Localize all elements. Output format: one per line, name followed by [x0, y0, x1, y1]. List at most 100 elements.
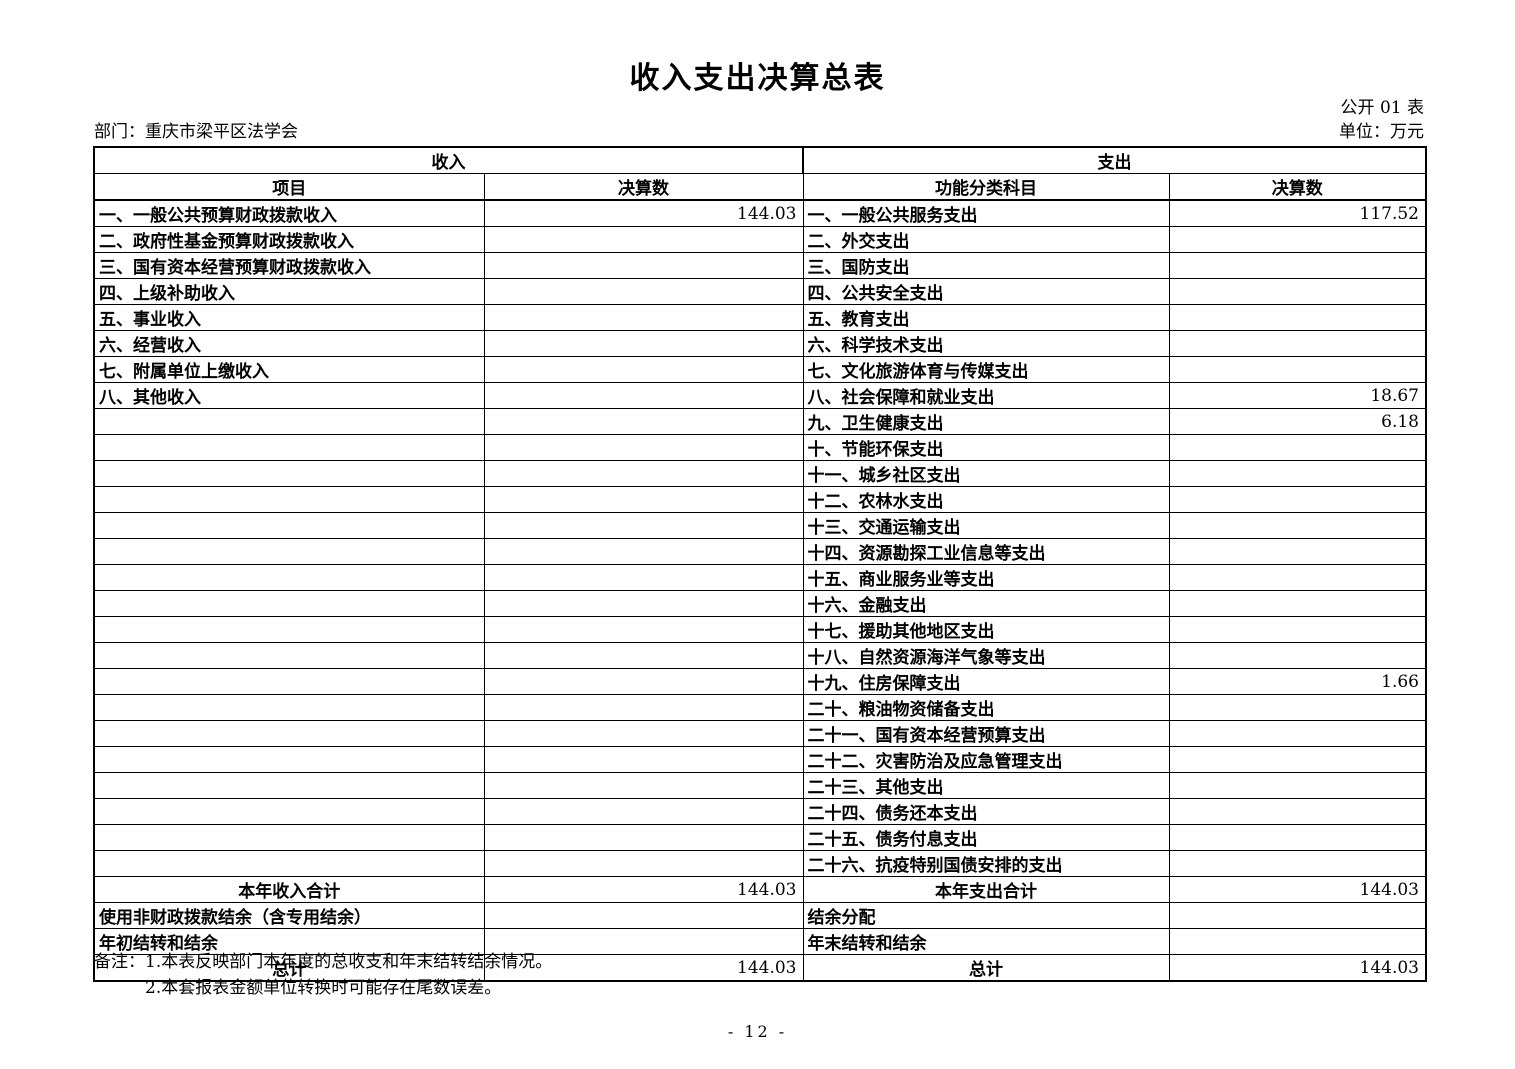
table-row: 年初结转和结余 年末结转和结余	[93, 928, 1427, 955]
income-item-cell	[93, 798, 485, 825]
page-number: - 12 -	[727, 1022, 788, 1041]
table-row: 总计 144.03 总计 144.03	[93, 954, 1427, 982]
notes-lines: 1.本表反映部门本年度的总收支和年末结转结余情况。 2.本套报表金额单位转换时可…	[145, 949, 552, 1001]
income-item-cell	[93, 460, 485, 487]
notes-label: 备注：	[94, 952, 145, 972]
income-amount-cell	[483, 928, 804, 955]
income-amount-cell	[483, 460, 804, 487]
expense-item-cell: 二十四、债务还本支出	[802, 798, 1170, 825]
expense-item-cell: 十、节能环保支出	[802, 434, 1170, 461]
column-header-row: 项目 决算数 功能分类科目 决算数	[93, 173, 1427, 201]
income-amount-cell	[483, 590, 804, 617]
expense-item-cell: 三、国防支出	[802, 252, 1170, 279]
income-amount-cell: 144.03	[483, 199, 804, 227]
expense-amount-cell: 144.03	[1168, 954, 1427, 982]
income-item-cell	[93, 486, 485, 513]
income-item-cell	[93, 408, 485, 435]
table-row: 十二、农林水支出	[93, 486, 1427, 513]
income-amount-cell: 144.03	[483, 954, 804, 982]
income-amount-cell	[483, 330, 804, 357]
expense-amount-cell: 117.52	[1168, 199, 1427, 227]
table-row: 一、一般公共预算财政拨款收入 144.03 一、一般公共服务支出 117.52	[93, 199, 1427, 227]
section-header-row: 收入 支出	[93, 146, 1427, 174]
expense-amount-cell: 144.03	[1168, 876, 1427, 903]
table-row: 二十五、债务付息支出	[93, 824, 1427, 851]
expense-amount-cell	[1168, 694, 1427, 721]
income-amount-cell	[483, 798, 804, 825]
expense-amount-cell	[1168, 928, 1427, 955]
expense-item-cell: 结余分配	[802, 902, 1170, 929]
table-row: 二十二、灾害防治及应急管理支出	[93, 746, 1427, 773]
income-amount-cell	[483, 902, 804, 929]
income-item-cell: 五、事业收入	[93, 304, 485, 331]
income-amount-cell	[483, 668, 804, 695]
table-row: 六、经营收入 六、科学技术支出	[93, 330, 1427, 357]
income-section-header: 收入	[93, 146, 804, 174]
expense-item-cell: 八、社会保障和就业支出	[802, 382, 1170, 409]
income-item-cell	[93, 772, 485, 799]
expense-amount-cell	[1168, 434, 1427, 461]
income-amount-cell	[483, 564, 804, 591]
income-item-cell	[93, 850, 485, 877]
income-amount-cell	[483, 824, 804, 851]
expense-item-cell: 二十一、国有资本经营预算支出	[802, 720, 1170, 747]
income-amount-cell	[483, 772, 804, 799]
expense-amount-cell	[1168, 902, 1427, 929]
income-amount-cell	[483, 356, 804, 383]
expense-amount-cell	[1168, 746, 1427, 773]
income-item-cell	[93, 590, 485, 617]
income-amount-cell	[483, 382, 804, 409]
expense-section-header: 支出	[802, 146, 1427, 174]
expense-amount-cell	[1168, 304, 1427, 331]
income-amount-cell	[483, 304, 804, 331]
income-item-cell: 七、附属单位上缴收入	[93, 356, 485, 383]
table-code: 公开 01 表	[1340, 98, 1424, 118]
expense-amount-cell	[1168, 720, 1427, 747]
expense-item-cell: 十一、城乡社区支出	[802, 460, 1170, 487]
income-item-cell: 一、一般公共预算财政拨款收入	[93, 199, 485, 227]
table-row: 二十一、国有资本经营预算支出	[93, 720, 1427, 747]
income-amount-cell	[483, 434, 804, 461]
expense-item-cell: 二十、粮油物资储备支出	[802, 694, 1170, 721]
table-row: 十五、商业服务业等支出	[93, 564, 1427, 591]
expense-amount-cell	[1168, 564, 1427, 591]
income-amount-cell: 144.03	[483, 876, 804, 903]
expense-amount-cell	[1168, 512, 1427, 539]
income-amount-cell	[483, 850, 804, 877]
table-row: 使用非财政拨款结余（含专用结余） 结余分配	[93, 902, 1427, 929]
expense-item-cell: 十八、自然资源海洋气象等支出	[802, 642, 1170, 669]
income-amount-cell	[483, 278, 804, 305]
expense-item-cell: 七、文化旅游体育与传媒支出	[802, 356, 1170, 383]
table-row: 十六、金融支出	[93, 590, 1427, 617]
expense-amount-cell	[1168, 226, 1427, 253]
income-amount-cell	[483, 512, 804, 539]
expense-amount-cell	[1168, 486, 1427, 513]
note-line: 2.本套报表金额单位转换时可能存在尾数误差。	[145, 978, 502, 998]
income-item-cell	[93, 668, 485, 695]
expense-amount-cell: 1.66	[1168, 668, 1427, 695]
table-row: 十四、资源勘探工业信息等支出	[93, 538, 1427, 565]
budget-summary-table: 收入 支出 项目 决算数 功能分类科目 决算数 一、一般公共预算财政拨款收入 14…	[93, 146, 1427, 982]
income-item-cell: 使用非财政拨款结余（含专用结余）	[93, 902, 485, 929]
expense-item-cell: 十六、金融支出	[802, 590, 1170, 617]
income-item-cell	[93, 616, 485, 643]
expense-item-cell: 二十二、灾害防治及应急管理支出	[802, 746, 1170, 773]
income-item-cell	[93, 642, 485, 669]
income-item-cell	[93, 824, 485, 851]
table-row: 二、政府性基金预算财政拨款收入 二、外交支出	[93, 226, 1427, 253]
income-item-cell: 二、政府性基金预算财政拨款收入	[93, 226, 485, 253]
income-item-cell	[93, 694, 485, 721]
expense-item-cell: 一、一般公共服务支出	[802, 199, 1170, 227]
table-row: 七、附属单位上缴收入 七、文化旅游体育与传媒支出	[93, 356, 1427, 383]
expense-amount-cell	[1168, 252, 1427, 279]
income-amount-cell	[483, 746, 804, 773]
expense-amount-cell	[1168, 538, 1427, 565]
income-item-cell: 总计	[93, 954, 485, 982]
income-item-cell: 三、国有资本经营预算财政拨款收入	[93, 252, 485, 279]
expense-amount-cell	[1168, 642, 1427, 669]
income-amount-cell	[483, 252, 804, 279]
expense-item-cell: 年末结转和结余	[802, 928, 1170, 955]
expense-item-cell: 十七、援助其他地区支出	[802, 616, 1170, 643]
income-item-cell	[93, 538, 485, 565]
income-amount-cell	[483, 642, 804, 669]
